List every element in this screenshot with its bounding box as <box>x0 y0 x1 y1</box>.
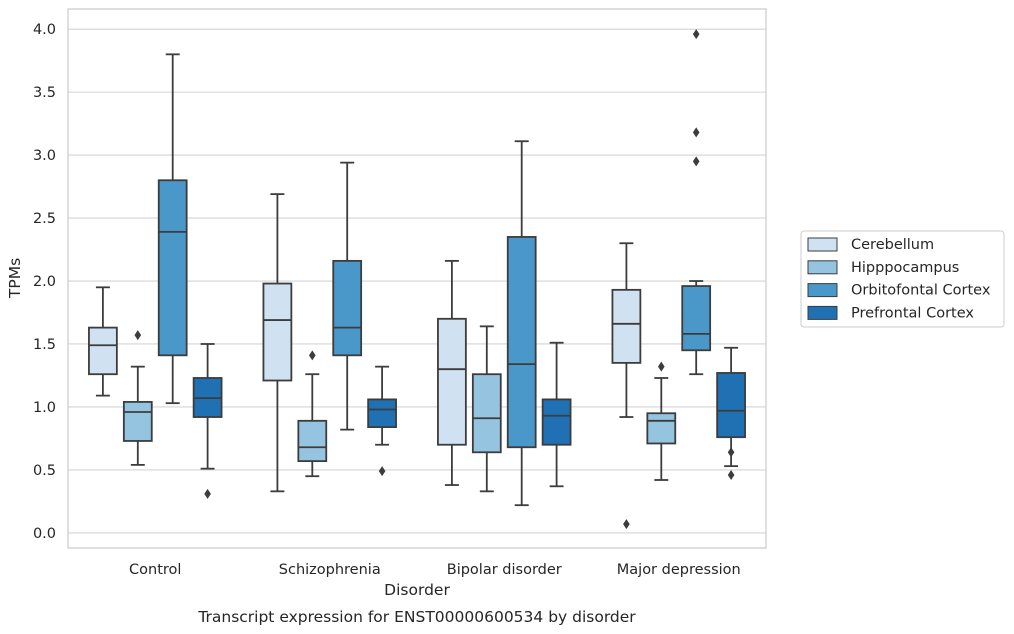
legend-label: Orbitofontal Cortex <box>851 283 991 299</box>
outlier-point <box>692 127 700 138</box>
box-group <box>471 325 502 493</box>
y-tick-label: 3.5 <box>33 85 56 101</box>
y-tick-label: 1.5 <box>33 337 56 353</box>
legend-label: Hipppocampus <box>851 260 959 276</box>
outlier-point <box>134 330 142 341</box>
box-group <box>541 341 572 488</box>
boxes-layer <box>88 29 746 530</box>
box-group <box>157 53 188 405</box>
legend-swatch <box>807 283 838 298</box>
box-group <box>122 330 153 466</box>
legend-swatch <box>807 260 838 275</box>
y-tick-label: 2.0 <box>33 274 56 290</box>
box-iqr <box>541 398 572 446</box>
box-iqr <box>437 317 467 446</box>
outlier-point <box>727 447 735 458</box>
legend-swatch <box>807 305 838 320</box>
y-tick-label: 3.0 <box>33 148 56 164</box>
box-group <box>506 140 537 507</box>
y-tick-label: 0.0 <box>33 526 56 542</box>
y-tick-label: 0.5 <box>33 463 56 479</box>
y-tick-label: 4.0 <box>33 22 56 38</box>
outlier-point <box>727 469 735 480</box>
box-iqr <box>157 179 188 357</box>
box-group <box>297 350 328 478</box>
plot-frame <box>67 8 767 549</box>
outlier-point <box>623 519 630 530</box>
x-tick-label: Bipolar disorder <box>447 562 562 578</box>
x-tick-label: Major depression <box>617 562 741 578</box>
box-group <box>367 365 397 477</box>
x-tick-label: Control <box>129 562 181 578</box>
box-iqr <box>506 236 537 449</box>
legend-label: Cerebellum <box>851 237 934 253</box>
y-axis-title: TPMs <box>6 258 24 299</box>
box-group <box>88 286 118 397</box>
x-tick-label: Schizophrenia <box>279 562 381 578</box>
box-group <box>716 346 746 480</box>
outlier-point <box>692 156 700 167</box>
chart-caption: Transcript expression for ENST0000060053… <box>197 608 636 626</box>
box-iqr <box>88 326 118 376</box>
box-group <box>611 242 642 530</box>
box-iqr <box>716 372 746 439</box>
box-iqr <box>262 282 293 382</box>
outlier-point <box>658 361 665 372</box>
legend-swatch <box>807 237 838 252</box>
box-group <box>262 193 293 493</box>
box-iqr <box>367 398 397 429</box>
box-iqr <box>297 419 328 463</box>
outlier-point <box>204 488 211 499</box>
legend-label: Prefrontal Cortex <box>851 305 974 321</box>
box-iqr <box>646 412 677 445</box>
box-group <box>192 343 223 499</box>
box-iqr <box>681 285 712 352</box>
box-iqr <box>332 259 363 357</box>
y-tick-label: 2.5 <box>33 211 56 227</box>
box-iqr <box>122 401 153 442</box>
box-group <box>437 259 467 486</box>
legend: Cerebellum Hipppocampus Orbitofontal Corte… <box>800 230 1005 328</box>
outlier-point <box>692 29 700 40</box>
legend-entries: Cerebellum Hipppocampus Orbitofontal Corte… <box>807 237 991 321</box>
box-group <box>681 29 712 376</box>
x-axis-title: Disorder <box>384 581 450 599</box>
box-group <box>332 161 363 431</box>
box-iqr <box>471 373 502 454</box>
y-tick-label: 1.0 <box>33 400 56 416</box>
legend-frame <box>800 230 1005 328</box>
y-tick-labels: 0.0 0.5 1.0 1.5 2.0 2.5 3.0 3.5 4.0 <box>33 22 56 542</box>
x-tick-labels: Control Schizophrenia Bipolar disorder Majo… <box>129 562 741 578</box>
box-group <box>646 361 677 481</box>
outlier-point <box>309 350 316 361</box>
box-iqr <box>611 288 642 364</box>
outlier-point <box>378 466 386 477</box>
